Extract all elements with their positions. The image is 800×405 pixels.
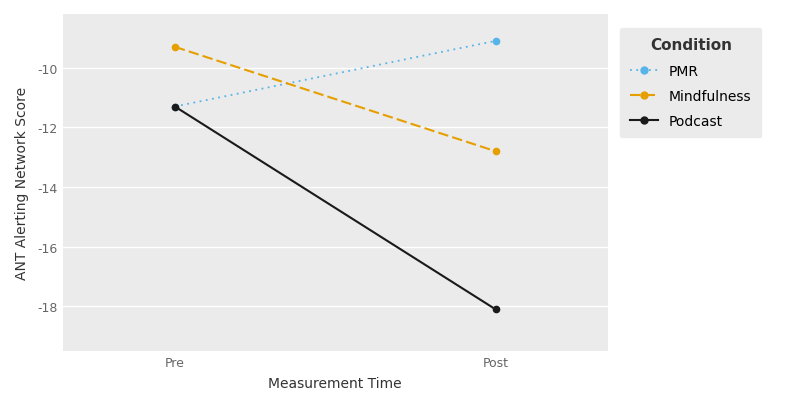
Legend: PMR, Mindfulness, Podcast: PMR, Mindfulness, Podcast [620, 29, 762, 138]
X-axis label: Measurement Time: Measurement Time [269, 376, 402, 390]
Y-axis label: ANT Alerting Network Score: ANT Alerting Network Score [15, 87, 29, 279]
